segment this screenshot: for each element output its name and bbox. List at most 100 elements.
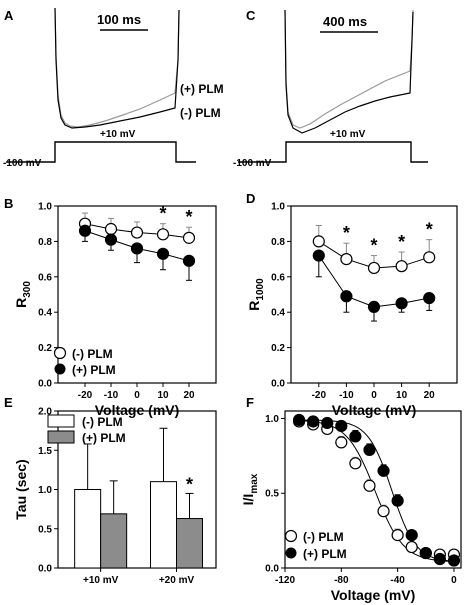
panel-c-holding-label: -100 mV: [233, 158, 272, 169]
panel-a-voltage-protocol: [6, 141, 196, 163]
filled-circle-marker: [130, 242, 144, 255]
x-tick-label: -120: [275, 575, 295, 586]
filled-circle-marker: [405, 529, 418, 542]
x-tick-label: -10: [339, 390, 354, 401]
x-tick-label: -20: [312, 390, 327, 401]
y-tick-label: 0.6: [271, 272, 285, 283]
panel-c-scale-label: 400 ms: [323, 14, 367, 29]
bar: [74, 489, 102, 569]
x-tick-label: 0: [371, 390, 377, 401]
x-tick-label: -20: [78, 390, 93, 401]
open-circle-marker: [391, 529, 404, 542]
panel-c-trace-plm: [284, 9, 414, 129]
x-tick-label: 10: [157, 390, 169, 401]
y-axis-label: R300: [13, 281, 33, 308]
bar: [150, 481, 177, 569]
panel-c-step-label: +10 mV: [330, 129, 366, 140]
x-tick-label: -80: [334, 575, 349, 586]
significance-star: *: [398, 232, 405, 252]
panel-d-chart: 0.0 0.2 0.4 0.6 0.8 1.0 -20 -10 0 10 20 Voltage (mV…: [246, 202, 458, 418]
panel-e-label: E: [4, 395, 13, 410]
y-axis-label: R1000: [246, 278, 266, 311]
panel-f-label: F: [246, 395, 254, 410]
panel-d-label: D: [246, 191, 255, 206]
y-tick-label: 0.2: [271, 343, 285, 354]
open-circle-marker: [335, 436, 348, 449]
y-tick-label: 0.2: [38, 343, 52, 354]
open-circle-marker: [104, 222, 118, 236]
filled-circle-marker: [340, 290, 353, 303]
open-circle-marker: [349, 457, 362, 470]
panel-f-chart: 0.0 0.5 1.0 -120 -80 -40 0 Voltage (mV) I/Imax: [240, 410, 462, 603]
y-axis-label: I/Imax: [240, 473, 260, 505]
significance-star: *: [343, 223, 350, 243]
y-tick-label: 0.0: [271, 379, 285, 390]
filled-circle-marker: [182, 254, 196, 267]
panel-c-voltage-protocol: [238, 141, 428, 163]
significance-star: *: [370, 236, 377, 256]
significance-star: *: [159, 204, 166, 224]
filled-circle-marker: [395, 297, 408, 310]
x-tick-label: +20 mV: [159, 575, 195, 586]
open-circle-marker: [377, 505, 390, 518]
filled-circle-marker: [312, 249, 325, 262]
bar: [100, 513, 128, 569]
filled-circle-marker: [292, 413, 306, 427]
legend-filled-circle-marker: [285, 547, 297, 559]
y-tick-label: 0.4: [38, 308, 52, 319]
panel-b-label: B: [4, 196, 13, 211]
y-tick-label: 0.6: [38, 272, 52, 283]
panel-a-holding-label: -100 mV: [3, 158, 42, 169]
filled-circle-marker: [423, 291, 436, 305]
panel-f-legend-control: (-) PLM: [303, 530, 344, 544]
panel-f-legend-plm: (+) PLM: [303, 547, 347, 561]
open-circle-marker: [363, 479, 376, 492]
filled-circle-marker: [321, 416, 334, 430]
x-axis-label: Voltage (mV): [332, 402, 417, 418]
panel-a-trace-plm: [54, 7, 180, 128]
filled-circle-marker: [104, 233, 118, 246]
y-tick-label: 0.5: [265, 489, 279, 500]
filled-circle-marker: [419, 546, 432, 560]
filled-circle-marker: [447, 554, 461, 567]
y-tick-label: 1.0: [265, 414, 279, 425]
filled-circle-marker: [433, 552, 446, 566]
open-circle-marker: [340, 253, 353, 266]
open-circle-marker: [130, 226, 144, 239]
y-tick-label: 0.0: [38, 379, 52, 390]
x-tick-label: 0: [134, 390, 140, 401]
panel-c-label: C: [246, 8, 256, 23]
filled-circle-marker: [307, 415, 320, 428]
panel-e-chart: 0.0 0.5 1.0 1.5 2.0 +10 mV +20 mV Tau (sec) *: [13, 407, 217, 586]
open-circle-marker: [312, 235, 325, 248]
panel-a-scale-label: 100 ms: [97, 12, 141, 27]
x-tick-label: -40: [390, 575, 405, 586]
panel-a-trace-control: [54, 7, 180, 129]
y-tick-label: 0.8: [38, 237, 52, 248]
x-tick-label: -10: [104, 390, 119, 401]
open-circle-marker: [182, 231, 196, 244]
open-circle-marker: [405, 540, 418, 554]
y-tick-label: 0.0: [265, 564, 279, 575]
x-tick-label: 10: [396, 390, 408, 401]
y-tick-label: 0.8: [271, 237, 285, 248]
panel-a-label-plm: (+) PLM: [180, 82, 224, 96]
x-tick-label: 20: [424, 390, 436, 401]
legend-open-circle-marker: [284, 529, 298, 543]
panel-a-label-control: (-) PLM: [180, 106, 221, 120]
open-circle-marker: [156, 228, 170, 241]
legend-filled-circle-marker: [54, 363, 66, 375]
significance-star: *: [186, 474, 193, 494]
filled-circle-marker: [335, 419, 348, 433]
panel-a: A 100 ms (+) PLM (-) PLM +10 mV -100 mV: [3, 7, 224, 169]
panel-a-step-label: +10 mV: [100, 129, 136, 140]
panel-e-legend-control: (-) PLM: [82, 415, 123, 429]
filled-circle-marker: [367, 300, 381, 313]
filled-circle-marker: [377, 464, 390, 477]
x-tick-label: +10 mV: [83, 575, 119, 586]
panel-c: C 400 ms +10 mV -100 mV: [233, 8, 428, 169]
plot-frame: [284, 410, 462, 569]
y-tick-label: 2.0: [38, 407, 52, 418]
x-axis-label: Voltage (mV): [95, 402, 180, 418]
panel-f-legend: (-) PLM (+) PLM: [284, 529, 347, 561]
